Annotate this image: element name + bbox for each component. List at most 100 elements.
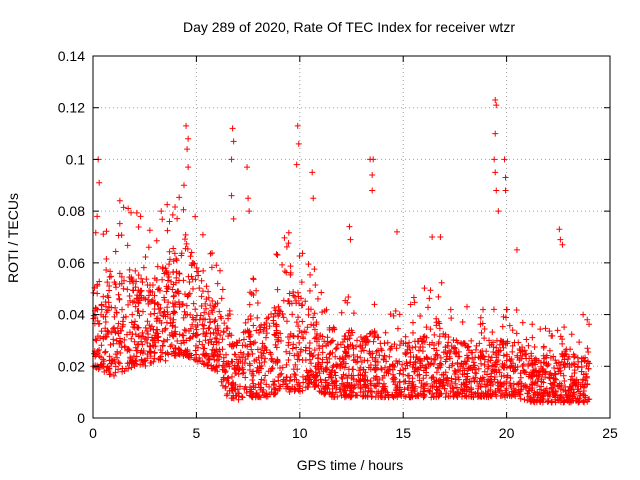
data-point [329,380,336,387]
data-point [256,329,263,336]
data-point [500,352,507,359]
data-point [371,301,378,308]
y-axis-label: ROTI / TECUs [5,193,21,283]
data-point [126,266,133,273]
data-point [242,319,249,326]
data-point [180,277,187,284]
data-point [463,393,470,400]
data-point [162,357,169,364]
data-point [480,306,487,313]
data-point [151,292,158,299]
data-point [457,363,464,370]
data-point [183,302,190,309]
x-axis-label: GPS time / hours [297,457,404,473]
data-point [118,273,125,280]
data-point [578,368,585,375]
data-point [228,192,235,199]
data-point [142,254,149,261]
data-point [149,281,156,288]
data-point [516,378,523,385]
data-point [223,392,230,399]
data-point [224,360,231,367]
data-point [343,382,350,389]
data-point [448,315,455,322]
data-point [447,388,454,395]
data-point [136,312,143,319]
data-point [322,377,329,384]
data-point [94,306,101,313]
data-point [286,290,293,297]
data-point [495,379,502,386]
data-point [169,211,176,218]
data-point [293,376,300,383]
data-point [141,357,148,364]
data-point [527,374,534,381]
data-point [127,297,134,304]
data-point [139,279,146,286]
data-point [380,380,387,387]
data-point [311,346,318,353]
data-point [93,337,100,344]
data-point [358,348,365,355]
data-point [424,354,431,361]
data-point [517,391,524,398]
data-point [305,306,312,313]
data-point [334,362,341,369]
data-point [112,363,119,370]
data-point [519,352,526,359]
data-point [223,377,230,384]
data-point [154,263,161,270]
data-point [280,378,287,385]
data-point [437,354,444,361]
data-point [327,369,334,376]
data-point [160,313,167,320]
data-point [199,341,206,348]
data-point [406,339,413,346]
data-point [455,374,462,381]
data-point [96,353,103,360]
data-point [204,362,211,369]
data-point [211,367,218,374]
data-point [332,346,339,353]
data-point [495,366,502,373]
data-point [409,344,416,351]
data-point [390,378,397,385]
data-point [283,348,290,355]
data-point [529,334,536,341]
data-point [147,325,154,332]
data-point [115,291,122,298]
data-point [164,277,171,284]
data-point [104,292,111,299]
data-point [236,353,243,360]
data-point [447,306,454,313]
data-point [351,384,358,391]
data-point [134,292,141,299]
data-point [347,332,354,339]
data-point [559,340,566,347]
data-point [268,365,275,372]
data-point [242,383,249,390]
data-point [172,289,179,296]
data-point [285,357,292,364]
data-point [187,334,194,341]
data-point [580,311,587,318]
data-point [172,345,179,352]
data-point [378,365,385,372]
data-point [480,353,487,360]
x-tick-label: 0 [89,425,97,441]
data-point [226,311,233,318]
data-point [98,302,105,309]
data-point [316,370,323,377]
data-point [156,287,163,294]
data-point [203,283,210,290]
data-point [459,319,466,326]
data-point [342,333,349,340]
data-point [477,383,484,390]
data-point [159,342,166,349]
data-point [230,343,237,350]
data-point [433,390,440,397]
data-point [495,348,502,355]
data-point [153,237,160,244]
data-point [199,288,206,295]
data-point [185,135,192,142]
